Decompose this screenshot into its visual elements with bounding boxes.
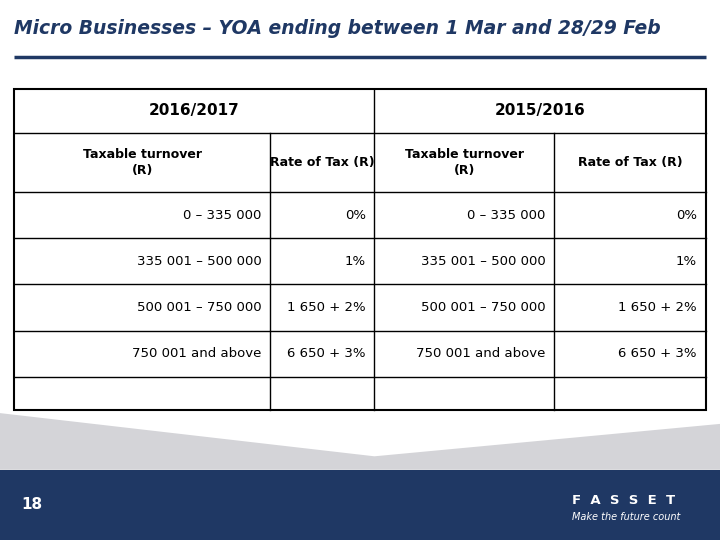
- Text: 750 001 and above: 750 001 and above: [416, 347, 546, 360]
- Text: 0 – 335 000: 0 – 335 000: [467, 208, 546, 221]
- Text: 2015/2016: 2015/2016: [495, 104, 585, 118]
- Text: 750 001 and above: 750 001 and above: [132, 347, 261, 360]
- Text: Rate of Tax (R): Rate of Tax (R): [270, 156, 374, 169]
- Text: 6 650 + 3%: 6 650 + 3%: [618, 347, 697, 360]
- Text: 1%: 1%: [345, 255, 366, 268]
- Text: Micro Businesses – YOA ending between 1 Mar and 28/29 Feb: Micro Businesses – YOA ending between 1 …: [14, 19, 661, 38]
- Text: 0 – 335 000: 0 – 335 000: [183, 208, 261, 221]
- Text: 1 650 + 2%: 1 650 + 2%: [618, 301, 697, 314]
- Bar: [14, 89, 706, 410]
- Text: 335 001 – 500 000: 335 001 – 500 000: [421, 255, 546, 268]
- Text: Taxable turnover
(R): Taxable turnover (R): [83, 148, 202, 177]
- Text: 1%: 1%: [676, 255, 697, 268]
- Text: 500 001 – 750 000: 500 001 – 750 000: [137, 301, 261, 314]
- Circle shape: [519, 477, 564, 529]
- Text: 335 001 – 500 000: 335 001 – 500 000: [137, 255, 261, 268]
- Text: Make the future count: Make the future count: [572, 512, 681, 522]
- Text: Taxable turnover
(R): Taxable turnover (R): [405, 148, 524, 177]
- Text: Rate of Tax (R): Rate of Tax (R): [577, 156, 683, 169]
- Text: 500 001 – 750 000: 500 001 – 750 000: [421, 301, 546, 314]
- Text: 6 650 + 3%: 6 650 + 3%: [287, 347, 366, 360]
- Text: 0%: 0%: [345, 208, 366, 221]
- Text: 2016/2017: 2016/2017: [149, 104, 240, 118]
- Text: 1 650 + 2%: 1 650 + 2%: [287, 301, 366, 314]
- Text: 18: 18: [22, 497, 42, 512]
- Circle shape: [535, 509, 549, 525]
- Text: F  A  S  S  E  T: F A S S E T: [572, 494, 675, 507]
- Text: 0%: 0%: [676, 208, 697, 221]
- Circle shape: [528, 488, 555, 519]
